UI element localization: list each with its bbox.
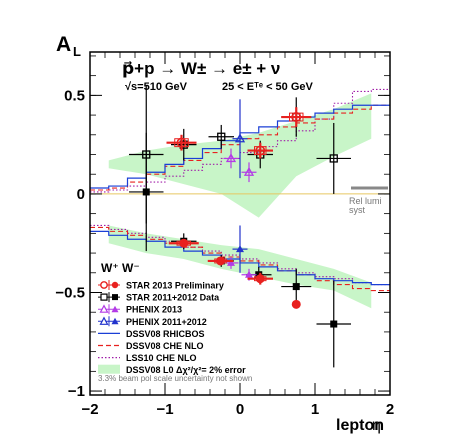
y-axis-label: A <box>56 33 71 56</box>
legend-marker-filled-star2011 <box>112 294 118 300</box>
point-star2011-11 <box>330 321 337 328</box>
chart-subtitle-energy: √s=510 GeV <box>125 81 188 93</box>
legend-swatch-band <box>98 365 120 374</box>
legend-label-6: LSS10 CHE NLO <box>126 353 197 363</box>
x-tick-label-1: −1 <box>156 401 173 418</box>
legend-label-4: DSSV08 RHICBOS <box>126 329 205 339</box>
point-star2013-4 <box>217 257 225 265</box>
legend-label-3: PHENIX 2011+2012 <box>126 317 207 327</box>
rel-lumi-syst-label: syst <box>349 205 366 215</box>
y-tick-label-3: 0.5 <box>64 87 85 104</box>
y-tick-label-1: −0.5 <box>55 284 85 301</box>
chart-subtitle-et-range: 25 < Eᵀᵉ < 50 GeV <box>222 81 314 93</box>
point-star2013-5 <box>256 275 264 283</box>
y-axis-label-subscript: L <box>73 44 81 59</box>
x-tick-label-0: −2 <box>81 401 98 418</box>
x-tick-label-2: 0 <box>236 401 244 418</box>
x-tick-label-3: 1 <box>311 401 319 418</box>
legend-label-2: PHENIX 2013 <box>126 305 182 315</box>
legend-marker-filled-star2013 <box>112 282 118 288</box>
point-star2011-6 <box>143 188 150 195</box>
x-tick-label-4: 2 <box>386 401 394 418</box>
point-star2011-10 <box>293 283 300 290</box>
x-axis-symbol: η <box>372 417 381 434</box>
point-star2013-6 <box>292 300 300 308</box>
legend-label-5: DSSV08 CHE NLO <box>126 341 204 351</box>
chart-title: p⃗+p → W± → e± + ν <box>122 59 280 78</box>
legend-marker-open-star2011 <box>101 294 107 300</box>
legend-marker-open-star2013 <box>101 282 107 288</box>
legend: W⁺ W⁻ STAR 2013 Preliminary STAR 2011+201… <box>98 261 246 375</box>
point-star2013-3 <box>180 239 188 247</box>
y-tick-label-0: −1 <box>68 383 85 400</box>
legend-label-0: STAR 2013 Preliminary <box>126 281 224 291</box>
y-tick-label-2: 0 <box>77 186 85 203</box>
legend-label-1: STAR 2011+2012 Data <box>126 293 220 303</box>
legend-header: W⁺ W⁻ <box>101 261 140 275</box>
footnote: 3.3% beam pol scale uncertainty not show… <box>98 374 252 383</box>
